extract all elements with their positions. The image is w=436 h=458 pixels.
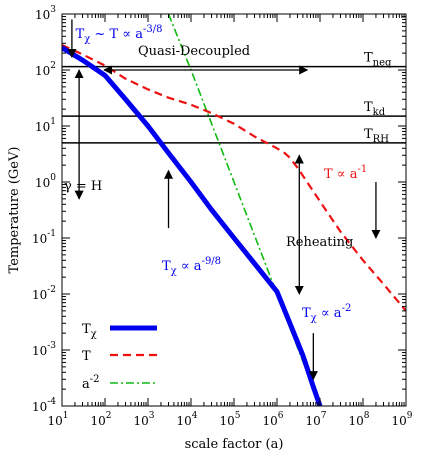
annotation-t-late: T ∝ a-1 [324,164,367,182]
plot-frame [61,13,407,407]
series-line-t [62,44,406,312]
y-tick-base: 10 [35,8,50,22]
x-tick-label: 109 [391,411,412,428]
y-tick-base: 10 [35,176,50,190]
x-tick-exp: 1 [63,411,69,421]
annotation-tchi-mid-sup: -9/8 [202,256,221,267]
annotation-t-late-main: T ∝ a [324,167,358,182]
y-tick-base: 10 [35,64,50,78]
hline-label-sub: RH [373,134,390,145]
x-tick-exp: 3 [149,411,155,421]
y-tick-label: 10-4 [32,397,56,414]
x-tick-base: 10 [391,414,406,428]
axes: 101 102 103 104 105 106 107 108 10910-410-310-21… [32,5,413,428]
annotation-t-late-sup: -1 [357,164,367,175]
legend-label-sup: -2 [90,374,100,385]
x-tick-label: 102 [90,411,111,428]
y-tick-exp: 0 [50,173,56,183]
y-tick-base: 10 [32,400,47,414]
y-tick-label: 103 [35,5,56,22]
x-tick-exp: 4 [192,411,198,421]
hline-label-main: T [364,100,373,115]
x-tick-exp: 5 [235,411,241,421]
x-tick-exp: 9 [407,411,413,421]
x-tick-exp: 7 [321,411,327,421]
annotation-tchi-early-mid: ~ T ∝ a [90,27,143,42]
x-tick-label: 104 [176,411,197,428]
y-tick-label: 10-3 [32,341,56,358]
x-tick-base: 10 [47,414,62,428]
x-tick-exp: 2 [106,411,112,421]
legend-label-main: T [82,349,91,364]
legend-label-main: a [82,377,90,392]
x-tick-exp: 6 [278,411,284,421]
hline-label-main: T [364,51,373,66]
annotation-reheating: Reheating [286,235,353,250]
x-tick-base: 10 [176,414,191,428]
y-tick-label: 100 [35,173,56,190]
hline-label-sub: neq [373,58,392,69]
annotation-tchi-late-sub: χ [311,313,317,324]
annotation-tchi-mid-main: T [162,259,171,274]
annotation-tchi-late-main: T [302,306,311,321]
legend-label-t: T [82,349,91,364]
x-tick-label: 108 [348,411,369,428]
x-tick-base: 10 [133,414,148,428]
legend-label-a2: a-2 [82,374,100,392]
y-tick-label: 10-1 [32,229,56,246]
annotation-tchi-early-main: T [76,27,85,42]
x-tick-label: 105 [219,411,240,428]
x-tick-label: 101 [47,411,68,428]
hline-label-main: T [364,127,373,142]
annotation-tchi-early-sub: χ [84,34,90,45]
hline-label-kd: Tkd [364,100,386,118]
annotation-quasi-decoupled: Quasi-Decoupled [138,44,250,59]
y-tick-exp: -1 [47,229,56,239]
x-tick-label: 106 [262,411,283,428]
y-tick-label: 101 [35,117,56,134]
annotation-tchi-mid: Tχ ∝ a-9/8 [162,256,221,277]
legend-label-sub: χ [91,329,97,340]
annotation-tchi-mid-mid: ∝ a [177,259,202,274]
y-tick-base: 10 [32,344,47,358]
y-tick-label: 102 [35,61,56,78]
y-axis-title: Temperature (GeV) [7,147,22,274]
x-tick-label: 107 [305,411,326,428]
y-tick-exp: 3 [50,5,56,15]
x-tick-base: 10 [305,414,320,428]
annotation-tchi-late: Tχ ∝ a-2 [302,303,351,324]
y-tick-exp: 1 [50,117,56,127]
hline-label-sub: kd [373,107,386,118]
annotation-tchi-early: Tχ ~ T ∝ a-3/8 [76,24,163,45]
annotation-tchi-late-mid: ∝ a [317,306,342,321]
y-tick-exp: -4 [47,397,56,407]
y-tick-exp: 2 [50,61,56,71]
legend-label-main: T [82,322,91,337]
annotation-tchi-late-sup: -2 [342,303,352,314]
legend-label-tchi: Tχ [82,322,97,340]
x-tick-base: 10 [90,414,105,428]
y-tick-base: 10 [32,288,47,302]
y-tick-exp: -2 [47,285,56,295]
y-tick-base: 10 [32,232,47,246]
annotation-tchi-mid-sub: χ [171,266,177,277]
x-tick-base: 10 [262,414,277,428]
x-tick-label: 103 [133,411,154,428]
series-line-tchi [62,45,323,406]
hline-label-RH: TRH [364,127,389,145]
y-tick-exp: -3 [47,341,56,351]
y-tick-base: 10 [35,120,50,134]
x-tick-base: 10 [348,414,363,428]
x-tick-base: 10 [219,414,234,428]
y-tick-label: 10-2 [32,285,56,302]
x-tick-exp: 8 [364,411,370,421]
annotation-tchi-early-sup: -3/8 [143,24,162,35]
hline-label-neq: Tneq [364,51,392,69]
annotation-gamma-h: γ = H [64,179,102,194]
plot-area [62,14,406,406]
x-axis-title: scale factor (a) [185,437,284,452]
